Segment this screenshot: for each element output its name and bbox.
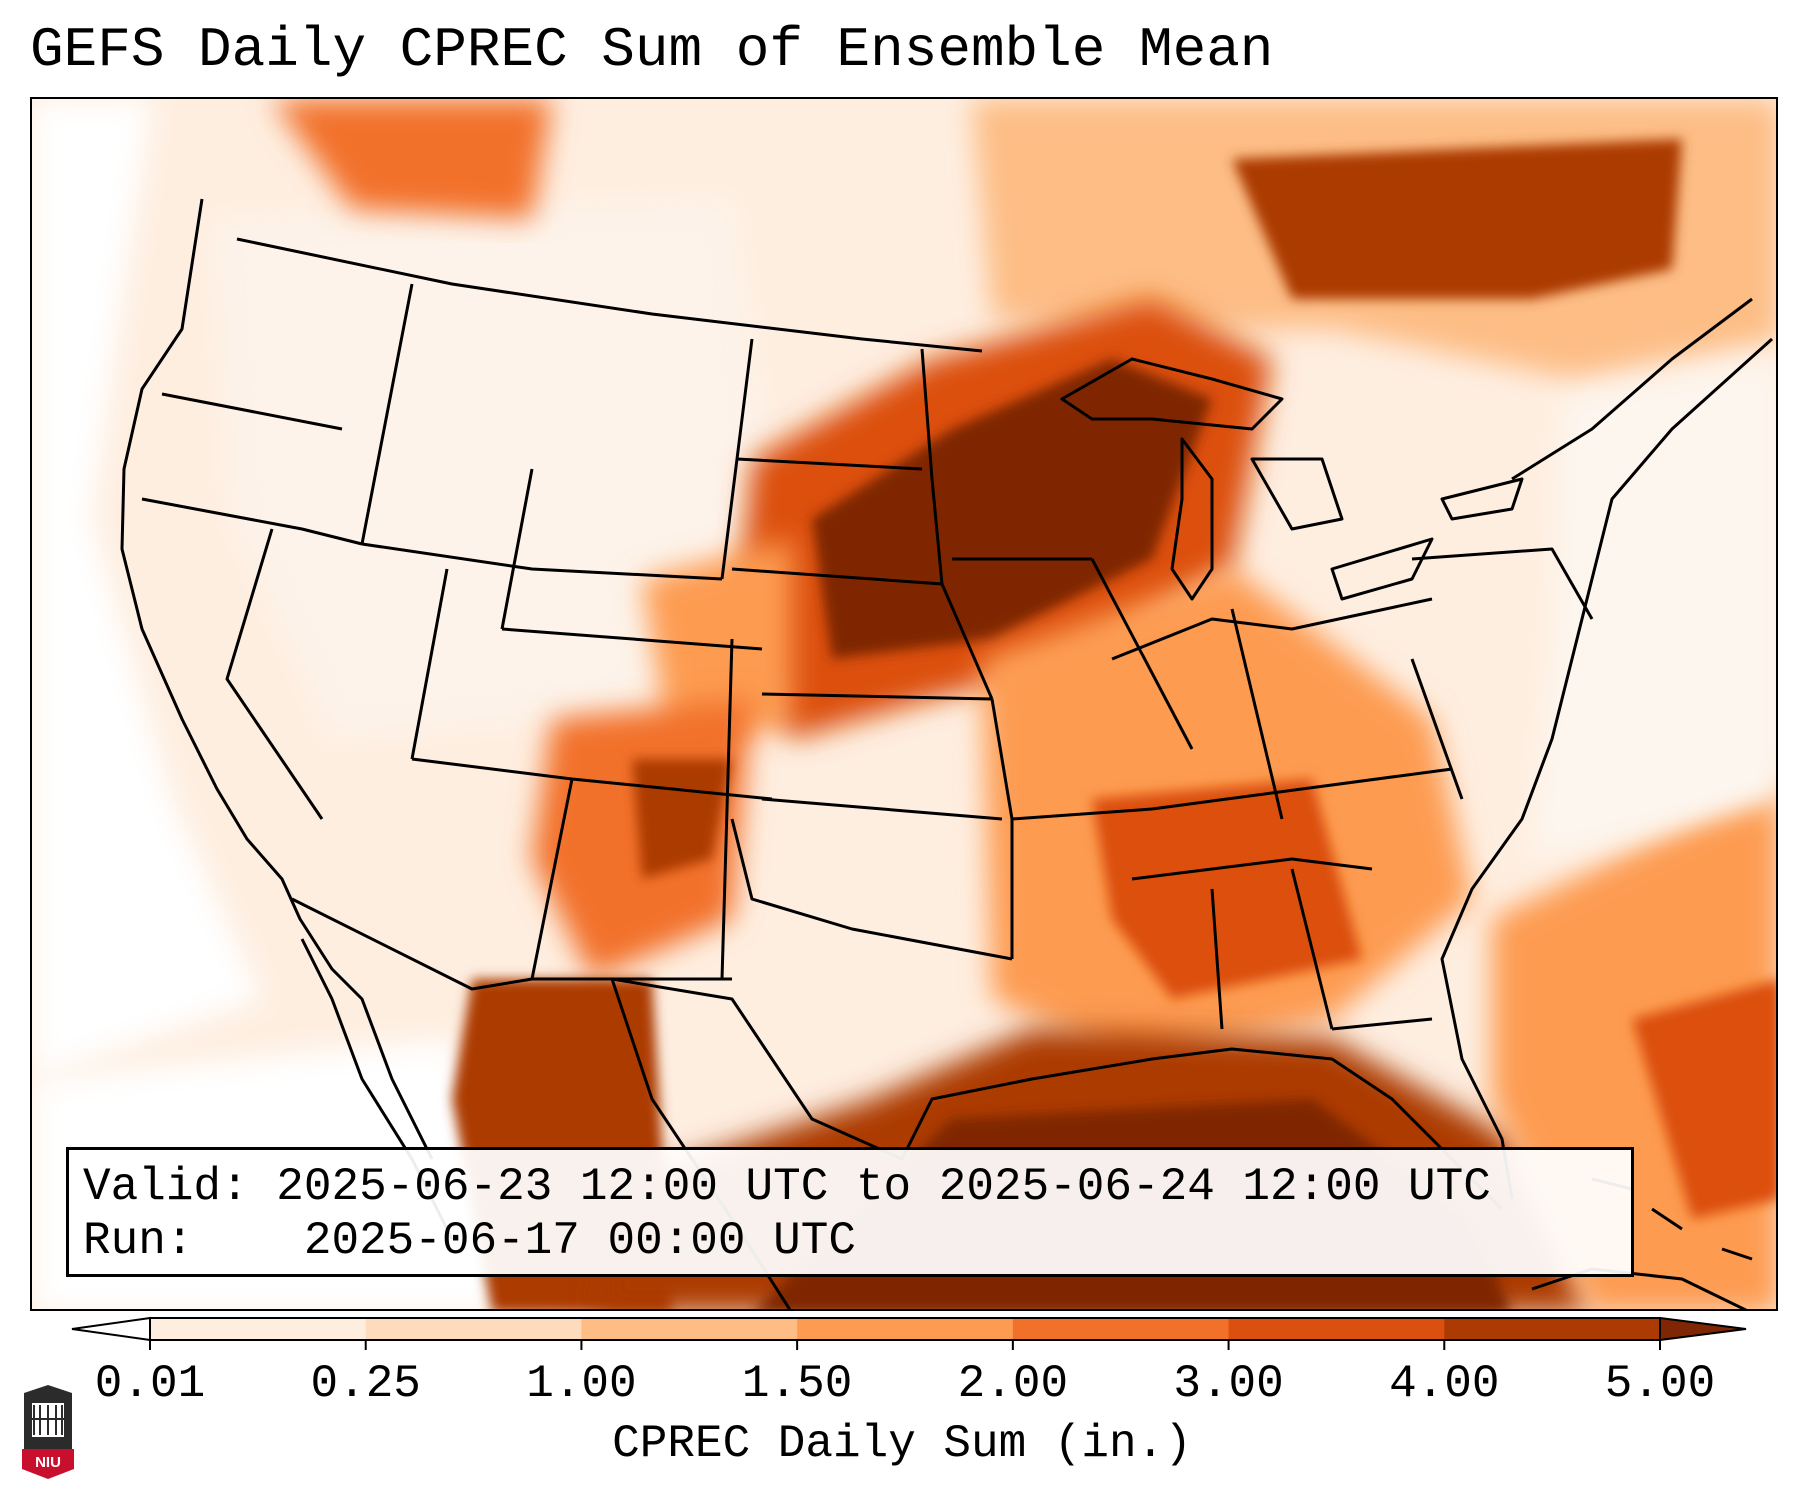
run-value: 2025-06-17 00:00 UTC [303, 1215, 856, 1267]
logo-building-lines [32, 1405, 64, 1435]
colorbar-ticks [149, 1340, 1661, 1350]
state-line [225, 528, 324, 820]
state-line [1230, 608, 1284, 820]
state-line [530, 778, 574, 980]
state-line [410, 568, 449, 760]
lake-erie [1330, 537, 1434, 601]
chart-title: GEFS Daily CPREC Sum of Ensemble Mean [30, 18, 1274, 82]
field-deep-south [1092, 779, 1362, 999]
east-coastline [1440, 337, 1774, 1200]
lake-ontario [1440, 477, 1524, 521]
state-line [730, 818, 1013, 961]
state-line [361, 542, 723, 581]
colorbar-tick-label: 5.00 [1604, 1358, 1716, 1410]
west-coastline [120, 198, 434, 1160]
colorbar-segment [1012, 1318, 1230, 1340]
colorbar-segment [797, 1318, 1014, 1340]
precipitation-map [30, 97, 1778, 1311]
field-northeast-light [1532, 359, 1776, 859]
field-colorado [642, 539, 792, 759]
field-upper-midwest-core [812, 359, 1212, 659]
state-line [360, 283, 414, 545]
colorbar-tick-label: 1.50 [741, 1358, 853, 1410]
colorbar-extend-high [1659, 1316, 1747, 1342]
state-line [161, 392, 343, 431]
state-line [761, 797, 1003, 821]
state-line [1011, 807, 1153, 821]
st-lawrence [1511, 297, 1753, 481]
colorbar-segment [365, 1318, 582, 1340]
state-line [1111, 597, 1433, 661]
colorbar-label: CPREC Daily Sum (in.) [612, 1418, 1192, 1470]
state-line [291, 897, 732, 991]
state-line [720, 638, 734, 980]
colorbar-tick-label: 0.01 [94, 1358, 206, 1410]
colorbar-tick-label: 1.00 [526, 1358, 637, 1410]
valid-run-info-box: Valid: 2025-06-23 12:00 UTC to 2025-06-2… [66, 1147, 1634, 1277]
colorbar-tick-label: 0.25 [310, 1358, 421, 1410]
colorbar-extend-low [71, 1316, 151, 1342]
map-canvas [32, 99, 1776, 1309]
state-line [1131, 857, 1373, 881]
field-dry-pacific [32, 99, 262, 1079]
colorbar-segment [581, 1318, 798, 1340]
state-line [500, 468, 534, 630]
colorbar [71, 1316, 1747, 1350]
state-line [1210, 888, 1224, 1030]
field-nw-canada [272, 99, 552, 219]
state-line [1090, 558, 1194, 750]
state-line [1410, 658, 1464, 800]
colorbar-tick-label: 2.00 [957, 1358, 1069, 1410]
field-canada-core [1232, 139, 1682, 299]
valid-line: Valid: 2025-06-23 12:00 UTC to 2025-06-2… [83, 1160, 1631, 1214]
state-line [1290, 868, 1334, 1030]
canada-border [236, 237, 983, 353]
lake-michigan [1170, 437, 1214, 601]
colorbar-tick-label: 3.00 [1173, 1358, 1284, 1410]
colorbar-segment [1444, 1318, 1661, 1340]
state-line [920, 348, 944, 585]
state-line [1151, 767, 1453, 811]
colorbar-segment [150, 1318, 367, 1340]
gulf-coastline [611, 977, 1504, 1211]
field-atlantic-core [1632, 980, 1776, 1219]
colorbar-outline [149, 1317, 1661, 1341]
colorbar-tick-label: 4.00 [1389, 1358, 1500, 1410]
colorbar-segments [71, 1316, 1747, 1342]
state-line [761, 692, 993, 701]
state-line [1331, 1017, 1433, 1031]
run-line: Run: 2025-06-17 00:00 UTC [83, 1214, 1631, 1268]
valid-value: 2025-06-23 12:00 UTC to 2025-06-24 12:00… [276, 1161, 1491, 1213]
logo-banner [22, 1449, 74, 1479]
valid-label: Valid: [83, 1161, 249, 1213]
state-line [501, 627, 763, 651]
lake-superior [1060, 357, 1284, 431]
state-line [1411, 547, 1594, 620]
colorbar-segment [1228, 1318, 1445, 1340]
cuba-coastline [1531, 1267, 1748, 1309]
niu-logo: NIU [22, 1385, 74, 1479]
state-line [141, 497, 363, 546]
lake-huron [1250, 457, 1344, 531]
logo-text: NIU [35, 1454, 61, 1471]
run-label: Run: [83, 1215, 194, 1267]
state-line [736, 457, 923, 471]
